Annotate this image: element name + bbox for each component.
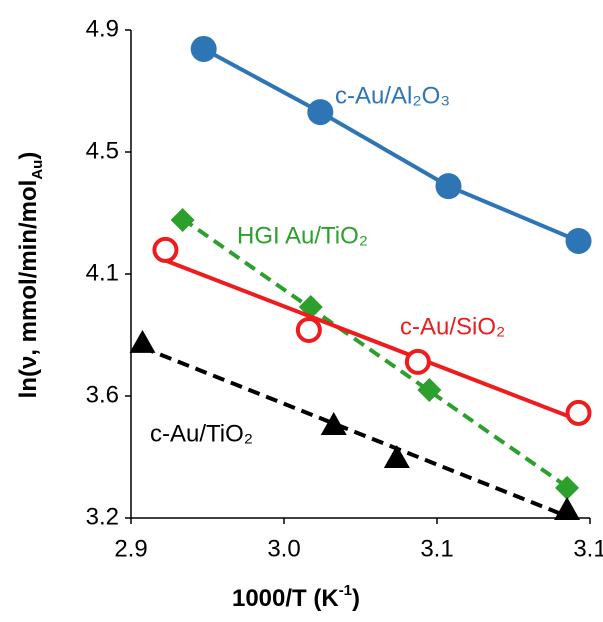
x-label-text: 1000/T (K <box>232 585 339 612</box>
series-label: c-Au/SiO₂ <box>400 313 505 340</box>
y-label-sub: Au <box>29 160 46 180</box>
y-tick-label: 4.9 <box>86 15 119 42</box>
marker <box>404 348 431 375</box>
y-label-text: ) <box>15 152 42 160</box>
marker <box>307 99 334 126</box>
y-label-text: ln(ν, mmol/min/mol <box>15 180 42 399</box>
y-tick-label: 4.1 <box>86 259 119 286</box>
x-tick-label: 3.1 <box>573 535 603 562</box>
y-axis-label: ln(ν, mmol/min/molAu) <box>15 152 46 399</box>
x-label-text: ) <box>352 585 360 612</box>
trend-line <box>141 345 568 519</box>
marker <box>295 316 322 343</box>
marker <box>554 496 581 520</box>
x-tick-label: 2.9 <box>114 535 147 562</box>
x-tick-label: 3.0 <box>267 535 300 562</box>
marker <box>129 329 156 353</box>
y-tick-label: 3.6 <box>86 381 119 408</box>
y-tick-label: 4.5 <box>86 137 119 164</box>
y-tick-label: 3.2 <box>86 503 119 530</box>
series-label: c-Au/Al₂O₃ <box>335 82 450 109</box>
marker <box>170 208 195 233</box>
marker <box>565 399 592 426</box>
series-label: HGI Au/TiO₂ <box>237 222 368 249</box>
marker <box>190 35 217 62</box>
marker <box>152 236 179 263</box>
x-label-sup: -1 <box>339 582 352 599</box>
trend-line <box>181 217 569 489</box>
series-line <box>202 47 580 243</box>
trend-line <box>164 258 580 422</box>
marker <box>435 173 462 200</box>
x-tick-label: 3.1 <box>420 535 453 562</box>
marker <box>320 411 347 435</box>
marker <box>555 475 580 500</box>
marker <box>565 227 592 254</box>
series-label: c-Au/TiO₂ <box>150 420 253 447</box>
x-axis-label: 1000/T (K-1) <box>232 582 360 612</box>
marker <box>417 377 442 402</box>
marker <box>383 445 410 469</box>
